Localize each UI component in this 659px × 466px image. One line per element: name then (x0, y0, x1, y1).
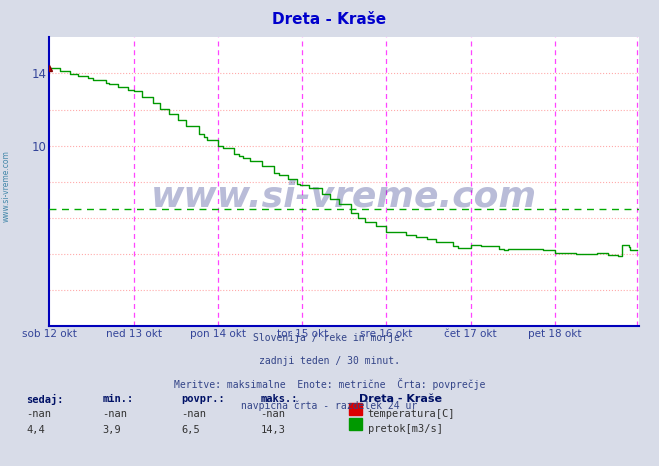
Text: www.si-vreme.com: www.si-vreme.com (2, 151, 11, 222)
Text: maks.:: maks.: (260, 394, 298, 404)
Text: pretok[m3/s]: pretok[m3/s] (368, 424, 443, 434)
Text: Slovenija / reke in morje.: Slovenija / reke in morje. (253, 333, 406, 343)
Text: temperatura[C]: temperatura[C] (368, 409, 455, 419)
Text: -nan: -nan (260, 409, 285, 419)
Text: navpična črta - razdelek 24 ur: navpična črta - razdelek 24 ur (241, 400, 418, 411)
Text: sedaj:: sedaj: (26, 394, 64, 405)
Text: -nan: -nan (102, 409, 127, 419)
Text: Dreta - Kraše: Dreta - Kraše (272, 12, 387, 27)
Text: 14,3: 14,3 (260, 425, 285, 435)
Text: 4,4: 4,4 (26, 425, 45, 435)
Text: 6,5: 6,5 (181, 425, 200, 435)
Text: -nan: -nan (26, 409, 51, 419)
Text: povpr.:: povpr.: (181, 394, 225, 404)
Text: zadnji teden / 30 minut.: zadnji teden / 30 minut. (259, 356, 400, 365)
Text: 3,9: 3,9 (102, 425, 121, 435)
Text: min.:: min.: (102, 394, 133, 404)
Text: www.si-vreme.com: www.si-vreme.com (152, 179, 537, 213)
Text: Meritve: maksimalne  Enote: metrične  Črta: povprečje: Meritve: maksimalne Enote: metrične Črta… (174, 378, 485, 390)
Text: Dreta - Kraše: Dreta - Kraše (359, 394, 442, 404)
Text: -nan: -nan (181, 409, 206, 419)
